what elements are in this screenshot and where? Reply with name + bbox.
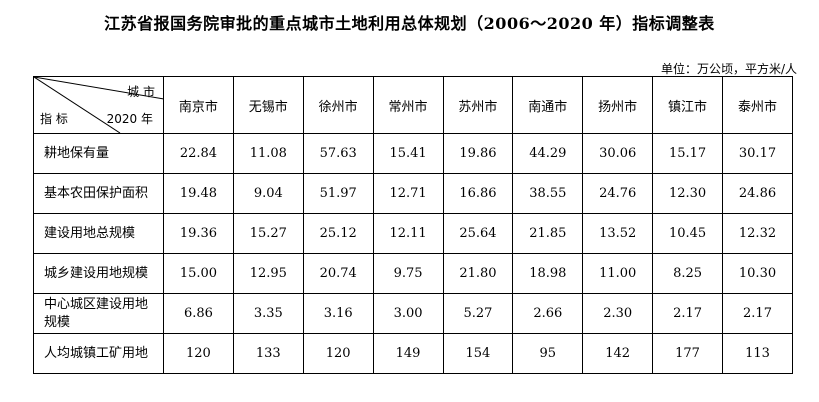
table-row: 基本农田保护面积 19.48 9.04 51.97 12.71 16.86 38.55 24.… bbox=[33, 173, 793, 214]
value-cell: 15.17 bbox=[652, 133, 723, 174]
row-label: 建设用地总规模 bbox=[33, 213, 164, 254]
value-cell: 44.29 bbox=[512, 133, 584, 174]
table-row: 耕地保有量 22.84 11.08 57.63 15.41 19.86 44.29 30.06… bbox=[33, 133, 793, 174]
value-cell: 9.04 bbox=[232, 173, 304, 214]
value-cell: 13.52 bbox=[582, 213, 654, 254]
value-cell: 12.95 bbox=[232, 253, 304, 294]
title: 江苏省报国务院审批的重点城市土地利用总体规划（2006～2020 年）指标调整表 bbox=[104, 14, 715, 33]
value-cell: 3.16 bbox=[302, 293, 374, 334]
table-row: 城乡建设用地规模 15.00 12.95 20.74 9.75 21.80 18.98 11.… bbox=[33, 253, 793, 294]
value-cell: 5.27 bbox=[442, 293, 514, 334]
table-row: 中心城区建设用地规模 6.86 3.35 3.16 3.00 5.27 2.66 2.30 2.… bbox=[33, 293, 793, 334]
table-row: 人均城镇工矿用地 120 133 120 149 154 95 142 177 113 bbox=[33, 333, 793, 374]
column-header: 扬州市 bbox=[582, 76, 654, 134]
column-header: 南京市 bbox=[163, 76, 234, 134]
value-cell: 120 bbox=[302, 333, 374, 374]
value-cell: 154 bbox=[442, 333, 514, 374]
diagonal-lines bbox=[34, 77, 164, 133]
column-header: 苏州市 bbox=[442, 76, 514, 134]
value-cell: 30.17 bbox=[722, 133, 793, 174]
corner-top: 城 市 bbox=[127, 85, 155, 99]
value-cell: 142 bbox=[582, 333, 654, 374]
value-cell: 3.35 bbox=[232, 293, 304, 334]
value-cell: 22.84 bbox=[163, 133, 234, 174]
value-cell: 12.30 bbox=[652, 173, 723, 214]
value-cell: 2.30 bbox=[582, 293, 654, 334]
value-cell: 9.75 bbox=[372, 253, 444, 294]
value-cell: 38.55 bbox=[512, 173, 584, 214]
value-cell: 25.12 bbox=[302, 213, 374, 254]
column-header: 镇江市 bbox=[652, 76, 723, 134]
row-label: 基本农田保护面积 bbox=[33, 173, 164, 214]
corner-bottom-left: 指 标 bbox=[40, 112, 68, 126]
value-cell: 15.41 bbox=[372, 133, 444, 174]
column-header: 常州市 bbox=[372, 76, 444, 134]
value-cell: 15.27 bbox=[232, 213, 304, 254]
value-cell: 15.00 bbox=[163, 253, 234, 294]
column-header: 无锡市 bbox=[232, 76, 304, 134]
value-cell: 30.06 bbox=[582, 133, 654, 174]
value-cell: 25.64 bbox=[442, 213, 514, 254]
value-cell: 133 bbox=[232, 333, 304, 374]
value-cell: 113 bbox=[722, 333, 793, 374]
value-cell: 95 bbox=[512, 333, 584, 374]
corner-cell: 城 市 指 标 2020 年 bbox=[33, 76, 164, 134]
value-cell: 19.86 bbox=[442, 133, 514, 174]
value-cell: 21.80 bbox=[442, 253, 514, 294]
value-cell: 2.17 bbox=[652, 293, 723, 334]
value-cell: 19.36 bbox=[163, 213, 234, 254]
value-cell: 21.85 bbox=[512, 213, 584, 254]
row-label: 耕地保有量 bbox=[33, 133, 164, 174]
value-cell: 177 bbox=[652, 333, 723, 374]
row-label: 中心城区建设用地规模 bbox=[33, 293, 164, 334]
table: 城 市 指 标 2020 年 南京市 无锡市 徐州市 常州市 苏州市 南通市 扬州市 镇江市泰… bbox=[33, 76, 793, 374]
value-cell: 16.86 bbox=[442, 173, 514, 214]
unit: 单位：万公顷，平方米/人 bbox=[660, 62, 797, 76]
value-cell: 18.98 bbox=[512, 253, 584, 294]
row-label: 城乡建设用地规模 bbox=[33, 253, 164, 294]
column-header: 泰州市 bbox=[722, 76, 793, 134]
value-cell: 57.63 bbox=[302, 133, 374, 174]
column-header: 南通市 bbox=[512, 76, 584, 134]
value-cell: 24.86 bbox=[722, 173, 793, 214]
value-cell: 24.76 bbox=[582, 173, 654, 214]
value-cell: 11.00 bbox=[582, 253, 654, 294]
value-cell: 3.00 bbox=[372, 293, 444, 334]
value-cell: 120 bbox=[163, 333, 234, 374]
header-row: 城 市 指 标 2020 年 南京市 无锡市 徐州市 常州市 苏州市 南通市 扬州市 镇江市泰… bbox=[33, 76, 793, 134]
value-cell: 12.32 bbox=[722, 213, 793, 254]
value-cell: 8.25 bbox=[652, 253, 723, 294]
row-label: 人均城镇工矿用地 bbox=[33, 333, 164, 374]
value-cell: 20.74 bbox=[302, 253, 374, 294]
corner-bottom-right: 2020 年 bbox=[106, 112, 153, 126]
value-cell: 2.66 bbox=[512, 293, 584, 334]
value-cell: 2.17 bbox=[722, 293, 793, 334]
value-cell: 51.97 bbox=[302, 173, 374, 214]
value-cell: 12.11 bbox=[372, 213, 444, 254]
value-cell: 6.86 bbox=[163, 293, 234, 334]
value-cell: 19.48 bbox=[163, 173, 234, 214]
value-cell: 12.71 bbox=[372, 173, 444, 214]
value-cell: 10.30 bbox=[722, 253, 793, 294]
column-header: 徐州市 bbox=[302, 76, 374, 134]
table-row: 建设用地总规模 19.36 15.27 25.12 12.11 25.64 21.85 13.… bbox=[33, 213, 793, 254]
value-cell: 10.45 bbox=[652, 213, 723, 254]
value-cell: 11.08 bbox=[232, 133, 304, 174]
value-cell: 149 bbox=[372, 333, 444, 374]
